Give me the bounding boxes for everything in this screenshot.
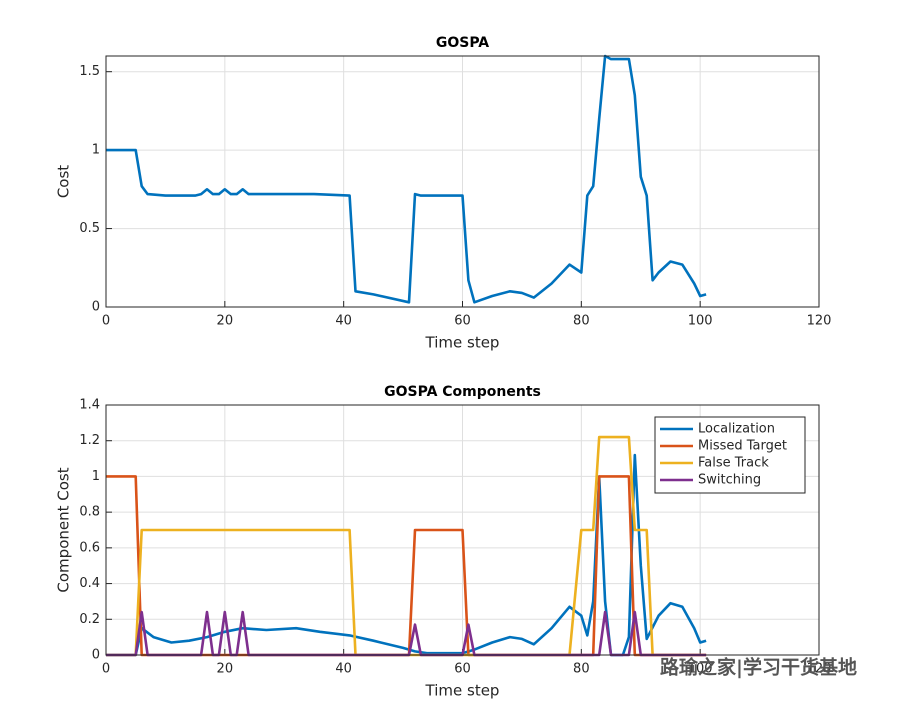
- series-line: [106, 435, 707, 657]
- axes-frame: [105, 404, 820, 656]
- y-tick-label: 0.4: [79, 576, 100, 591]
- watermark: 路瑜之家|学习干货基地: [660, 656, 857, 679]
- legend-label: Missed Target: [698, 439, 787, 454]
- x-tick-label: 80: [573, 662, 590, 677]
- chart-title: GOSPA Components: [384, 384, 541, 400]
- y-axis-label: Cost: [55, 165, 73, 198]
- x-tick-label: 100: [688, 662, 713, 677]
- y-tick-label: 0.5: [79, 221, 100, 236]
- x-axis-label: Time step: [425, 682, 500, 700]
- x-tick-label: 20: [217, 662, 234, 677]
- x-tick-label: 60: [454, 314, 471, 329]
- axes-frame: [105, 55, 820, 308]
- y-tick-label: 0: [92, 300, 100, 315]
- legend-label: Switching: [698, 473, 761, 488]
- chart-title: GOSPA: [436, 35, 489, 51]
- y-tick-label: 0.2: [79, 612, 100, 627]
- x-tick-label: 120: [807, 314, 832, 329]
- legend-label: False Track: [698, 456, 769, 471]
- x-tick-label: 0: [102, 314, 110, 329]
- y-tick-label: 0.8: [79, 505, 100, 520]
- y-tick-label: 1.2: [79, 433, 100, 448]
- legend-label: Localization: [698, 422, 775, 437]
- y-tick-label: 0: [92, 648, 100, 663]
- x-tick-label: 40: [335, 662, 352, 677]
- y-tick-label: 1: [92, 143, 100, 158]
- x-axis-label: Time step: [425, 334, 500, 352]
- x-tick-label: 20: [217, 314, 234, 329]
- x-tick-label: 80: [573, 314, 590, 329]
- x-tick-label: 40: [335, 314, 352, 329]
- series-line: [106, 54, 707, 304]
- y-tick-label: 1: [92, 469, 100, 484]
- x-tick-label: 60: [454, 662, 471, 677]
- x-tick-label: 0: [102, 662, 110, 677]
- x-tick-label: 100: [688, 314, 713, 329]
- y-tick-label: 0.6: [79, 540, 100, 555]
- x-tick-label: 120: [807, 662, 832, 677]
- y-tick-label: 1.5: [79, 64, 100, 79]
- y-axis-label: Component Cost: [55, 467, 73, 592]
- y-tick-label: 1.4: [79, 398, 100, 413]
